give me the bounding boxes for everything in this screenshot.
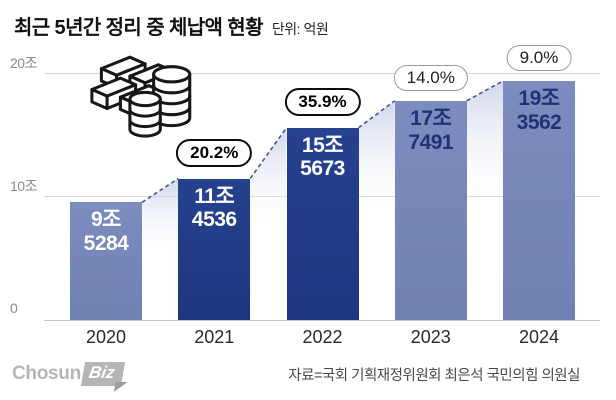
y-tick-20: 20조 bbox=[10, 55, 37, 71]
bar-2024: 19조 3562 bbox=[503, 80, 575, 320]
bar-value-2023: 17조 7491 bbox=[408, 106, 454, 154]
bar-value-2021: 11조 4536 bbox=[191, 184, 237, 232]
gridline-20 bbox=[44, 73, 600, 74]
y-tick-0: 0 bbox=[10, 300, 18, 316]
bar-value-2020: 9조 5284 bbox=[83, 208, 129, 256]
growth-badge-2024: 9.0% bbox=[506, 44, 572, 71]
axis-baseline bbox=[44, 320, 600, 321]
growth-badge-2022: 35.9% bbox=[284, 87, 361, 116]
page-title: 최근 5년간 정리 중 체납액 현황 bbox=[14, 17, 264, 39]
bar-2020: 9조 5284 bbox=[70, 202, 142, 320]
logo-chosun-text: Chosun bbox=[12, 363, 81, 384]
bar-chart: 20조 10조 0 bbox=[0, 43, 616, 353]
x-label-2021: 2021 bbox=[194, 327, 235, 347]
bar-value-2022: 15조 5673 bbox=[300, 133, 345, 181]
bar-2023: 17조 7491 bbox=[394, 100, 467, 320]
header: 최근 5년간 정리 중 체납액 현황 단위: 억원 bbox=[0, 0, 616, 40]
bar-2021: 11조 4536 bbox=[178, 178, 251, 320]
chosunbiz-logo: Chosun Biz bbox=[12, 362, 125, 386]
unit-label: 단위: 억원 bbox=[271, 21, 329, 37]
trend-connectors bbox=[141, 80, 504, 321]
logo-biz-badge: Biz bbox=[80, 362, 125, 386]
footer: Chosun Biz 자료=국회 기획재정위원회 최은석 국민의힘 의원실 bbox=[0, 353, 616, 386]
growth-badge-2021: 20.2% bbox=[176, 138, 253, 167]
bar-2022: 15조 5673 bbox=[286, 127, 359, 320]
x-label-2022: 2022 bbox=[302, 327, 343, 347]
x-label-2023: 2023 bbox=[410, 327, 451, 347]
growth-badge-2023: 14.0% bbox=[393, 64, 468, 91]
source-text: 자료=국회 기획재정위원회 최은석 국민의힘 의원실 bbox=[288, 367, 580, 384]
x-label-2024: 2024 bbox=[518, 327, 560, 347]
y-tick-10: 10조 bbox=[10, 178, 37, 194]
money-stack-icon bbox=[90, 55, 192, 138]
bar-value-2024: 19조 3562 bbox=[516, 86, 562, 134]
x-label-2020: 2020 bbox=[85, 327, 127, 347]
